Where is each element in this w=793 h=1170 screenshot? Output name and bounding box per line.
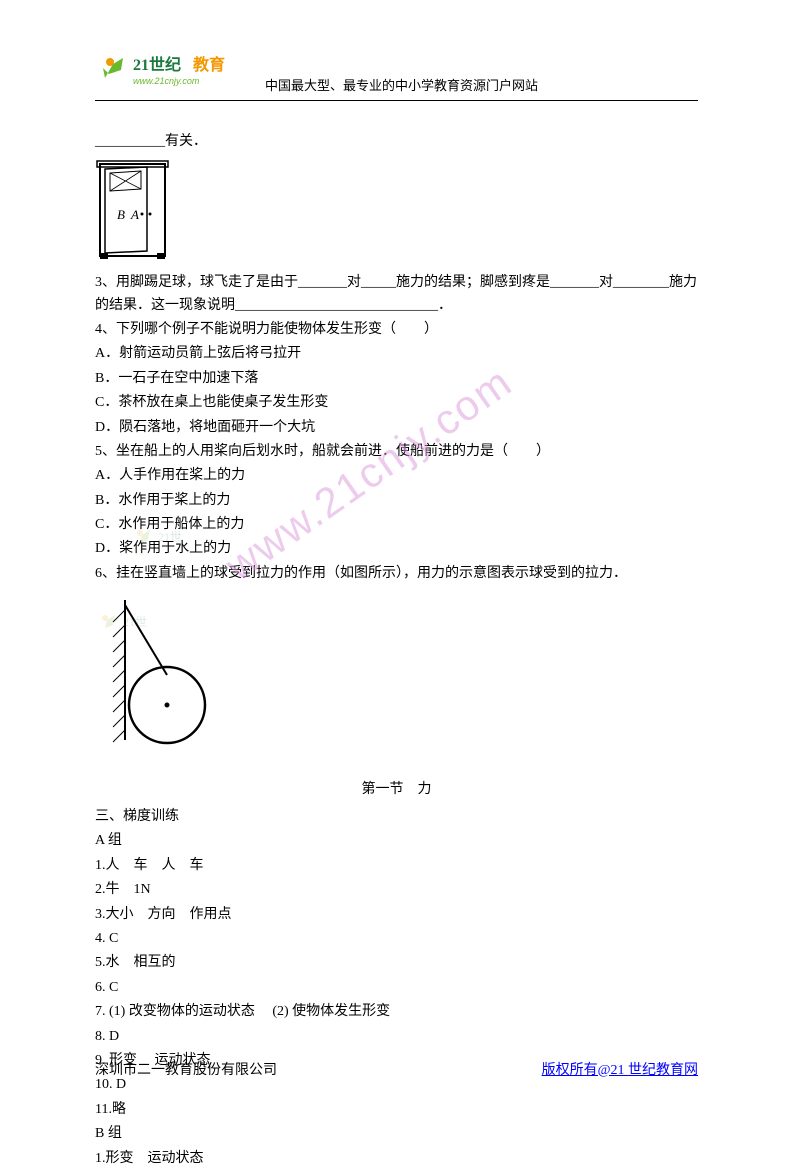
q5-option-a: A．人手作用在桨上的力 [95, 465, 698, 487]
q5-option-d: D．桨作用于水上的力 [95, 538, 698, 560]
group-a-label: A 组 [95, 830, 698, 852]
site-logo: 21世纪 教育 www.21cnjy.com [95, 50, 255, 98]
section-title: 第一节 力 [95, 779, 698, 801]
answer-8: 8. D [95, 1026, 698, 1048]
q4-option-a: A．射箭运动员箭上弦后将弓拉开 [95, 343, 698, 365]
answer-5: 5.水 相互的 [95, 952, 698, 974]
ball-figure [105, 600, 698, 758]
answer-11: 11.略 [95, 1099, 698, 1121]
footer-company: 深圳市二一教育股份有限公司 [95, 1060, 277, 1082]
question-3: 3、用脚踢足球，球飞走了是由于_______对_____施力的结果；脚感到疼是_… [95, 272, 698, 317]
answer-4: 4. C [95, 928, 698, 950]
answer-7: 7. (1) 改变物体的运动状态 (2) 使物体发生形变 [95, 1001, 698, 1023]
group-b-label: B 组 [95, 1123, 698, 1145]
q5-option-b: B．水作用于桨上的力 [95, 490, 698, 512]
question-5: 5、坐在船上的人用桨向后划水时，船就会前进．使船前进的力是（ ） [95, 441, 698, 463]
answers-header: 三、梯度训练 [95, 806, 698, 828]
q5-option-c: C．水作用于船体上的力 [95, 514, 698, 536]
main-content: __________有关． B A 3、用脚踢足球，球飞走了是由于_______… [95, 131, 698, 1170]
footer-copyright-link[interactable]: 版权所有@21 世纪教育网 [542, 1060, 698, 1082]
page-footer: 深圳市二一教育股份有限公司 版权所有@21 世纪教育网 [95, 1060, 698, 1082]
answer-3: 3.大小 方向 作用点 [95, 904, 698, 926]
page-header: 21世纪 教育 www.21cnjy.com 中国最大型、最专业的中小学教育资源… [95, 50, 698, 101]
answer-b1: 1.形变 运动状态 [95, 1148, 698, 1170]
svg-text:www.21cnjy.com: www.21cnjy.com [133, 76, 200, 86]
svg-text:教育: 教育 [193, 55, 225, 74]
answer-2: 2.牛 1N [95, 879, 698, 901]
door-label-b: B [117, 207, 125, 222]
svg-text:21世纪: 21世纪 [133, 55, 181, 74]
answer-1: 1.人 车 人 车 [95, 855, 698, 877]
q4-option-d: D．陨石落地，将地面砸开一个大坑 [95, 417, 698, 439]
door-label-a: A [130, 207, 139, 222]
answer-6: 6. C [95, 977, 698, 999]
q4-option-c: C．茶杯放在桌上也能使桌子发生形变 [95, 392, 698, 414]
line-1: __________有关． [95, 131, 698, 153]
door-figure: B A [95, 159, 698, 267]
question-6: 6、挂在竖直墙上的球受到拉力的作用（如图所示），用力的示意图表示球受到的拉力． [95, 563, 698, 585]
question-4: 4、下列哪个例子不能说明力能使物体发生形变（ ） [95, 319, 698, 341]
q4-option-b: B．一石子在空中加速下落 [95, 368, 698, 390]
header-tagline: 中国最大型、最专业的中小学教育资源门户网站 [265, 76, 538, 99]
